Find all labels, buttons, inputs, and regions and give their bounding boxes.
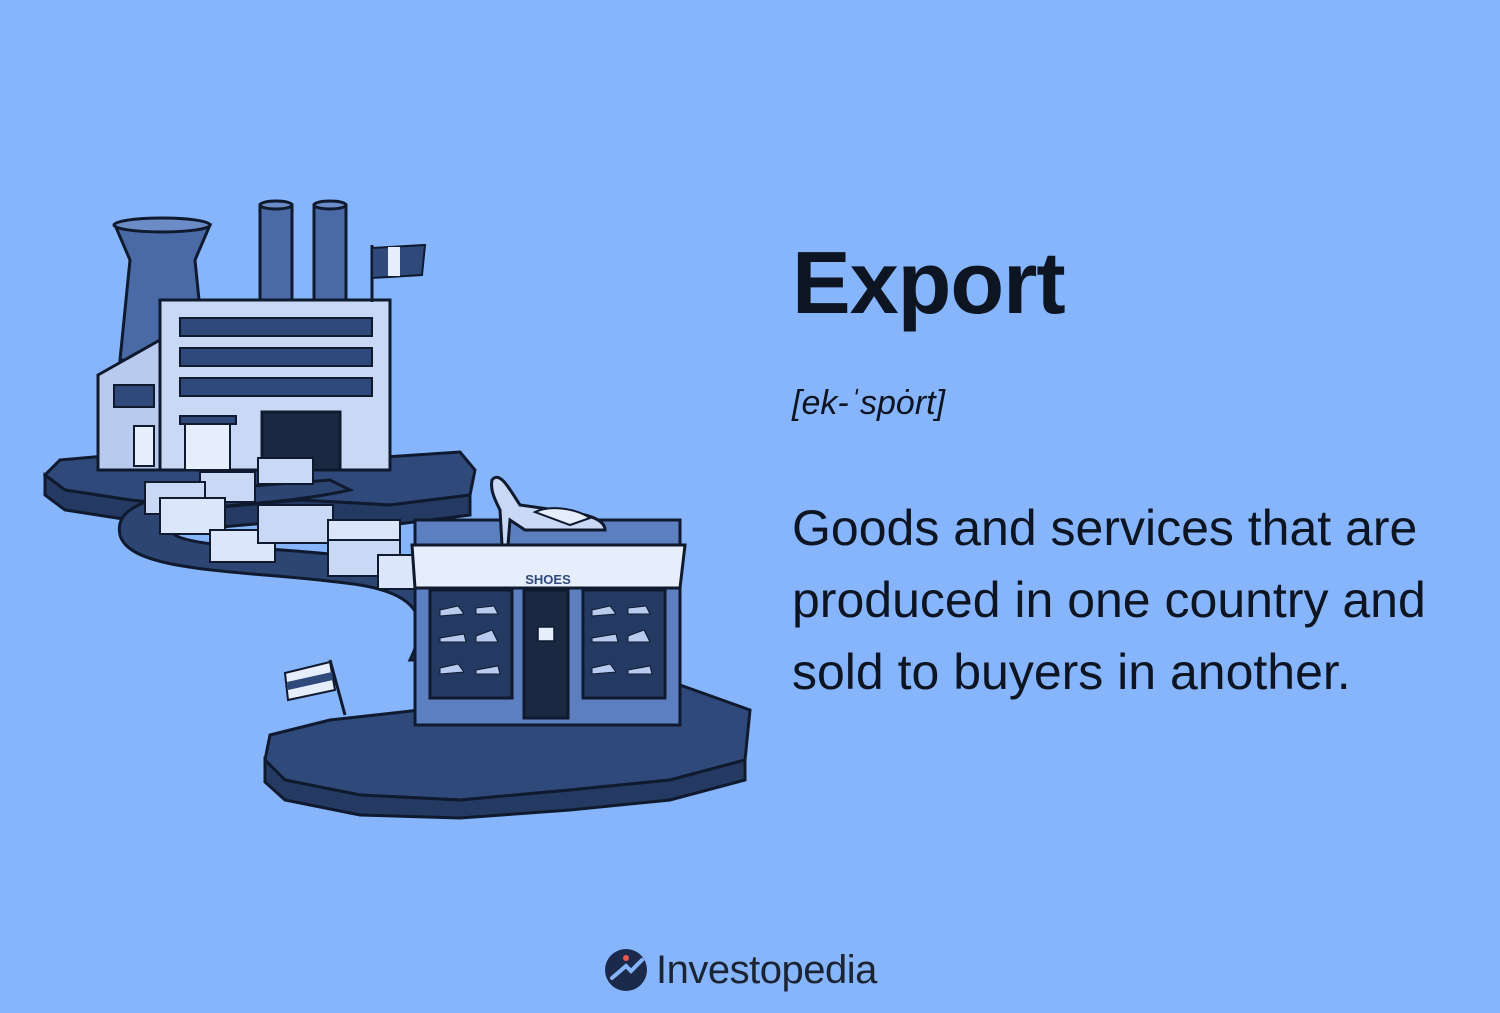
- pronunciation: [ek-ˈspȯrt]: [792, 384, 946, 422]
- factory-flag: [370, 243, 427, 302]
- shoe-store: SHOES: [410, 518, 687, 727]
- brand-name: Investopedia: [656, 947, 877, 992]
- export-illustration: SHOES: [42, 199, 752, 820]
- definition-text: Goods and services that are produced in …: [792, 500, 1426, 700]
- brand-footer: Investopedia: [604, 945, 877, 995]
- factory-building: [96, 298, 392, 472]
- store-sign: SHOES: [525, 572, 571, 587]
- shoe-boxes: [144, 457, 419, 590]
- term-title: Export: [792, 233, 1066, 332]
- chimneys: [258, 199, 348, 307]
- investopedia-logo-icon: [605, 949, 647, 991]
- store-flag: [283, 659, 347, 716]
- high-heel-shoe: [490, 476, 607, 547]
